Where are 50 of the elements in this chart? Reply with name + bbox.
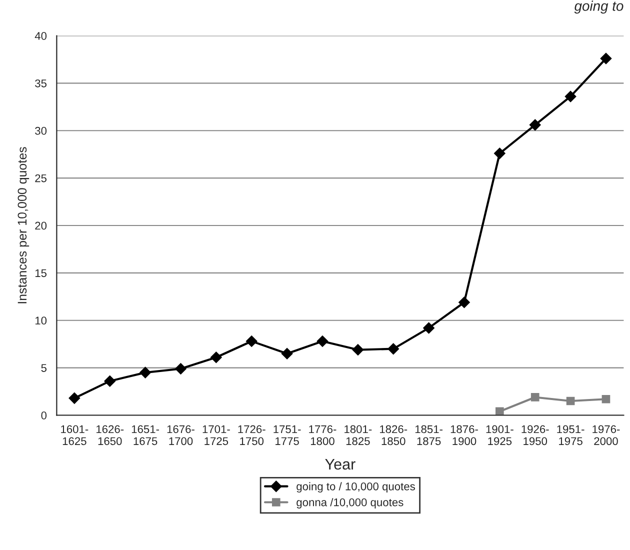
point [388, 343, 399, 354]
point [602, 394, 610, 404]
point [494, 148, 506, 159]
x-tick-label: 1751- 1775 [274, 425, 301, 446]
x-tick-label: 1726- 1750 [238, 425, 266, 446]
x-tick-label: 1976- 2000 [592, 425, 620, 446]
point [68, 392, 80, 404]
point [496, 407, 504, 416]
legend-label: going to / 10,000 quotes [296, 482, 415, 493]
y-tick-label: 0 [41, 412, 47, 420]
point [175, 363, 186, 374]
x-tick-label: 1651- 1675 [132, 425, 160, 446]
point [530, 393, 540, 402]
x-tick-label: 1701- 1725 [202, 425, 230, 446]
x-tick-label: 1676- 1700 [167, 425, 194, 446]
y-tick-label: 35 [35, 79, 47, 88]
point [140, 366, 151, 378]
x-tick-label: 1851- 1875 [415, 425, 443, 446]
x-tick-label: 1876- 1900 [450, 425, 478, 446]
x-tick-label: 1776- 1800 [309, 425, 336, 446]
y-tick-label: 30 [35, 126, 47, 135]
y-tick-label: 10 [35, 316, 47, 325]
x-tick-label: 1901- 1925 [486, 425, 514, 446]
x-tick-label: 1926- 1950 [522, 425, 549, 446]
y-tick-label: 5 [41, 364, 47, 372]
point [210, 352, 222, 363]
legend-label: gonna /10,000 quotes [296, 498, 404, 508]
x-tick-label: 1601- 1625 [61, 425, 88, 446]
point [566, 396, 575, 406]
point [316, 336, 328, 347]
y-tick-label: 15 [35, 269, 47, 278]
point [530, 119, 541, 131]
point [104, 375, 116, 387]
point [246, 336, 258, 347]
point [281, 348, 293, 360]
point [352, 344, 364, 356]
x-tick-label: 1801- 1825 [344, 425, 372, 446]
x-tick-label: 1951- 1975 [557, 425, 584, 446]
point [423, 322, 434, 334]
point [458, 296, 470, 308]
x-tick-label: 1826- 1850 [380, 425, 408, 446]
x-tick-label: 1626- 1650 [96, 425, 124, 446]
y-tick-label: 25 [35, 174, 47, 182]
point [564, 90, 576, 102]
y-tick-label: 40 [34, 32, 47, 40]
point [600, 52, 612, 64]
x-axis-title: Year [325, 458, 356, 470]
y-tick-label: 20 [35, 222, 47, 230]
chart-title: going to [574, 0, 624, 14]
y-axis-title: Instances per 10,000 quotes [18, 147, 30, 304]
